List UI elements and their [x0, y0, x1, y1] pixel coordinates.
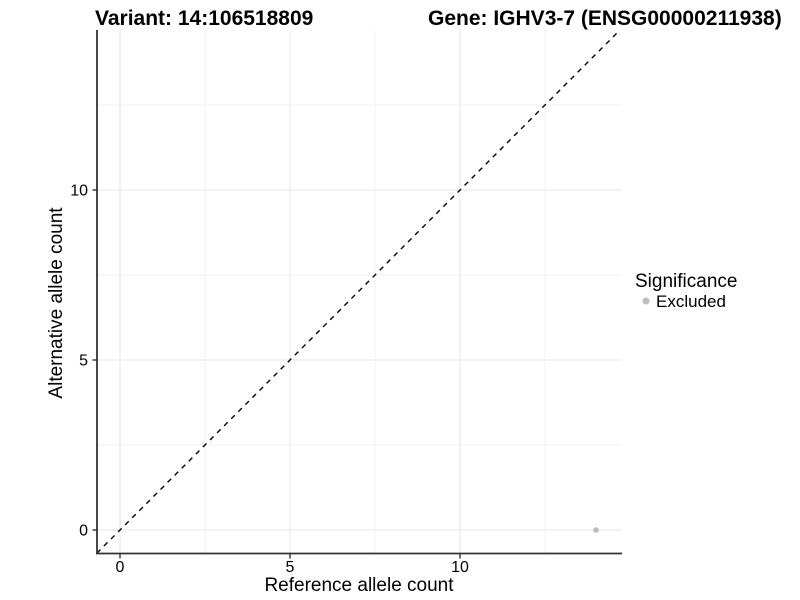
data-point [593, 527, 599, 533]
x-tick-label: 5 [286, 559, 295, 576]
data-points [593, 527, 599, 533]
y-tick-label: 0 [79, 523, 88, 540]
y-tick-label: 10 [70, 183, 88, 200]
legend: Significance Excluded [635, 271, 737, 311]
plot-title-variant: Variant: 14:106518809 [95, 7, 313, 30]
identity-reference-line [96, 29, 621, 554]
legend-item-label: Excluded [656, 292, 726, 311]
tick-marks [92, 189, 461, 559]
y-axis-title: Alternative allele count [46, 207, 67, 399]
x-tick-label: 10 [451, 559, 469, 576]
legend-title: Significance [635, 271, 737, 292]
x-tick-label: 0 [116, 559, 125, 576]
grid-minor [97, 30, 622, 553]
legend-key-dot [642, 297, 650, 305]
x-axis-title: Reference allele count [264, 575, 454, 596]
plot-title-gene: Gene: IGHV3-7 (ENSG00000211938) [428, 7, 782, 30]
y-tick-label: 5 [79, 353, 88, 370]
grid-major [97, 30, 622, 553]
